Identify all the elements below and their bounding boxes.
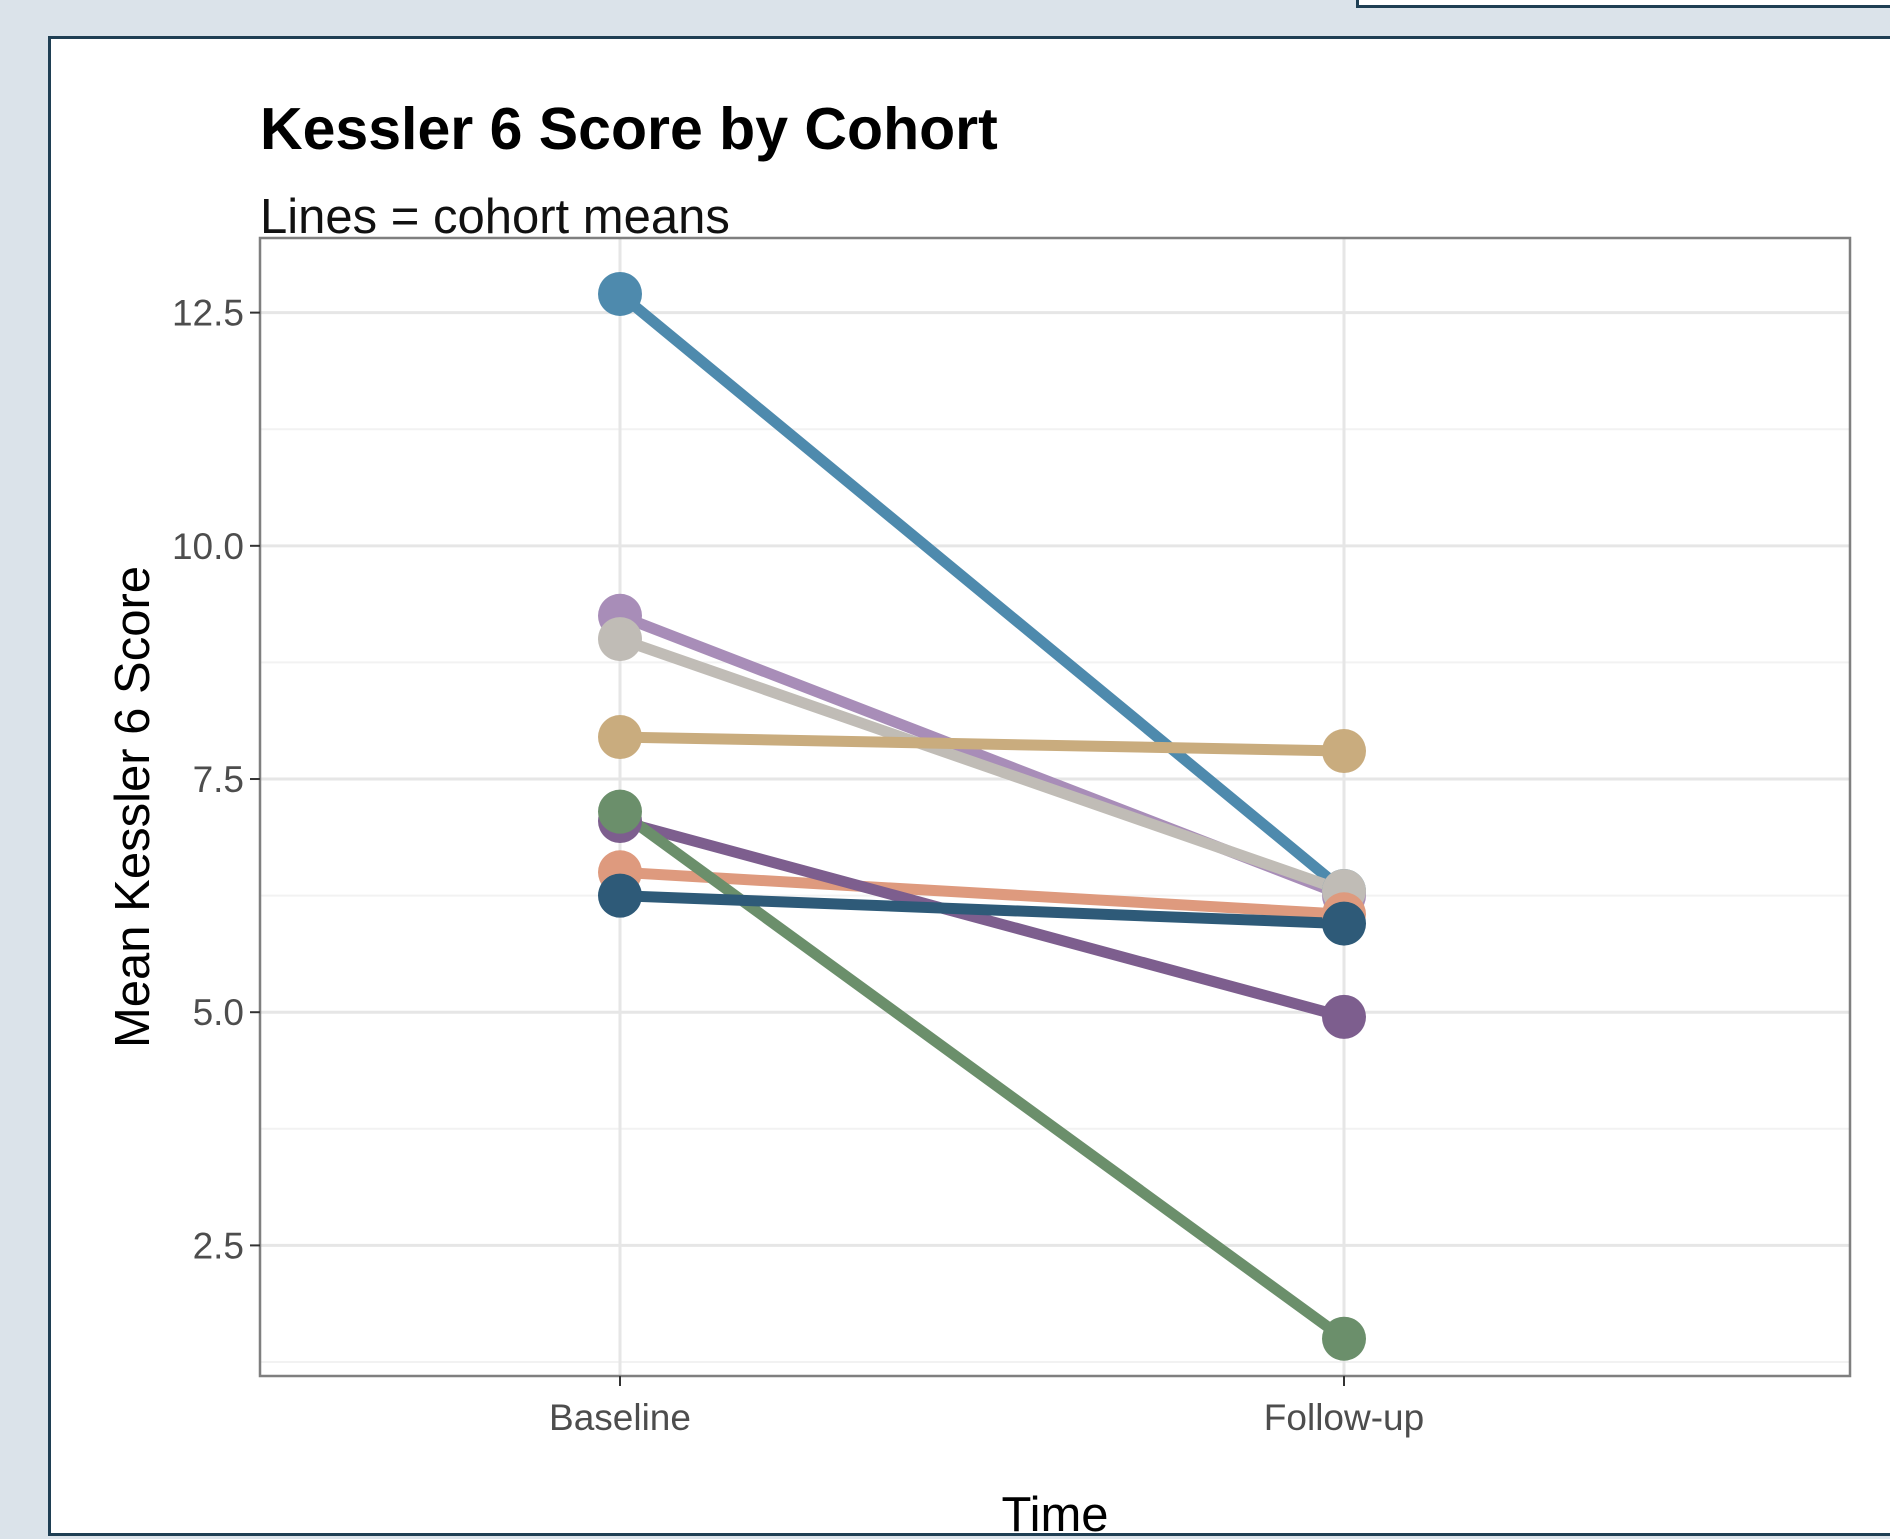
series-line	[614, 288, 1350, 897]
series-line	[614, 866, 1350, 920]
chart-svg: Kessler 6 Score by Cohort Lines = cohort…	[106, 96, 1852, 1539]
data-point	[1322, 901, 1366, 946]
data-point	[1322, 994, 1366, 1039]
top-frame	[1356, 0, 1890, 8]
series-line	[614, 815, 1350, 1023]
y-axis-title: Mean Kessler 6 Score	[106, 566, 160, 1048]
chart-panel: Kessler 6 Score by Cohort Lines = cohort…	[48, 36, 1890, 1539]
chart-title: Kessler 6 Score by Cohort	[260, 96, 998, 162]
y-tick-label: 2.5	[193, 1225, 244, 1266]
data-point	[598, 873, 642, 918]
data-point	[598, 715, 642, 760]
data-point	[1322, 1316, 1366, 1361]
plot-border	[258, 236, 1852, 1378]
series-line	[614, 731, 1350, 757]
series-line	[614, 890, 1350, 930]
x-tick-label: Follow-up	[1264, 1397, 1424, 1438]
series-group	[598, 271, 1366, 1361]
axes: 2.5 5.0 7.5 10.0 12.5 Baseline Follow-up	[172, 293, 1424, 1438]
y-tick-label: 10.0	[172, 526, 244, 567]
data-point	[598, 789, 642, 834]
chart-subtitle: Lines = cohort means	[260, 190, 730, 244]
data-point	[598, 271, 642, 316]
x-tick-label: Baseline	[549, 1397, 691, 1438]
series-line	[614, 633, 1350, 897]
data-point	[1322, 729, 1366, 774]
x-axis-title: Time	[1001, 1488, 1108, 1539]
y-tick-label: 12.5	[172, 293, 244, 334]
y-tick-label: 5.0	[193, 992, 244, 1033]
grid	[260, 238, 1850, 1376]
y-tick-label: 7.5	[193, 759, 244, 800]
data-point	[598, 617, 642, 662]
